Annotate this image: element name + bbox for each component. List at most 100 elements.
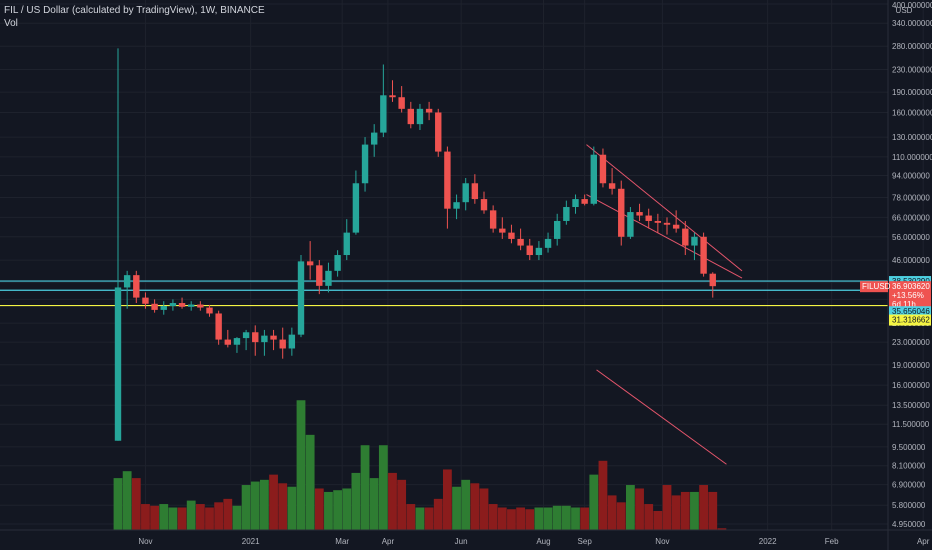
candle — [444, 146, 451, 229]
volume-bar — [534, 507, 544, 530]
candle — [572, 194, 579, 214]
volume-bar — [516, 507, 525, 530]
candle-body — [316, 265, 323, 286]
volume-bar — [598, 460, 608, 530]
candle-body — [645, 215, 652, 221]
volume-bar — [635, 488, 644, 530]
candle — [508, 224, 515, 244]
candle — [288, 327, 296, 356]
candle — [316, 260, 323, 295]
candle-body — [425, 108, 433, 113]
candle — [618, 180, 625, 246]
trend-line[interactable] — [586, 144, 743, 272]
candle-body — [526, 245, 533, 256]
candle — [654, 213, 662, 233]
current-price-tag-bg — [889, 281, 931, 311]
volume-bar — [287, 486, 297, 530]
candle-body — [123, 275, 131, 288]
candle — [590, 146, 597, 206]
time-tick-label: Jun — [455, 537, 468, 546]
candle-body — [389, 95, 396, 98]
level-low-tag-text: 31.318662 — [892, 316, 930, 325]
volume-bar — [250, 481, 260, 530]
candle — [462, 178, 469, 211]
candle-body — [334, 255, 341, 271]
candle — [471, 174, 479, 204]
time-tick-label: Nov — [138, 537, 152, 546]
volume-bar — [342, 488, 352, 530]
candle — [672, 210, 680, 233]
candle — [160, 301, 167, 315]
volume-bar — [324, 491, 333, 530]
trend-line[interactable] — [586, 194, 743, 279]
candle — [242, 329, 250, 351]
price-tick-label: 23.000000 — [892, 338, 930, 347]
candle-body — [444, 151, 451, 209]
volume-bar — [388, 472, 397, 530]
volume-bar — [461, 479, 471, 530]
candle-body — [288, 334, 296, 349]
price-tick-label: 110.000000 — [892, 153, 932, 162]
candle — [480, 191, 488, 214]
volume-bar — [406, 504, 416, 530]
candle-body — [499, 228, 506, 233]
candle — [453, 194, 460, 220]
candle — [343, 219, 350, 261]
candle-body — [270, 335, 277, 340]
candle-body — [636, 212, 643, 216]
candle — [499, 217, 506, 239]
candle — [297, 255, 305, 338]
time-axis[interactable]: Nov 2021 Mar Apr Jun Aug Sep Nov 2022 Feb Apr — [0, 529, 932, 546]
price-tick-label: 13.500000 — [892, 401, 930, 410]
trend-lines[interactable] — [586, 144, 743, 465]
price-tick-label: 19.000000 — [892, 361, 930, 370]
candle-body — [252, 332, 259, 343]
candle-body — [618, 188, 625, 237]
volume-bar — [571, 507, 580, 530]
candle-body — [654, 220, 662, 223]
candle — [270, 329, 277, 351]
horizontal-levels[interactable] — [0, 280, 888, 307]
volume-bars — [113, 400, 727, 530]
volume-bar — [525, 509, 535, 530]
candle-body — [599, 154, 607, 184]
candle-body — [462, 183, 469, 203]
candle-body — [471, 183, 479, 200]
candle — [636, 203, 643, 221]
candle-body — [178, 303, 186, 307]
candle-body — [224, 339, 231, 345]
candle — [380, 64, 387, 138]
price-tick-label: 11.500000 — [892, 420, 930, 429]
volume-bar — [543, 507, 553, 530]
volume-indicator-label[interactable]: Vol — [4, 18, 18, 29]
volume-bar — [333, 490, 342, 530]
volume-bar — [488, 504, 498, 530]
price-axis-unit: USD — [896, 6, 913, 15]
chart-title: FIL / US Dollar (calculated by TradingVi… — [4, 5, 265, 16]
volume-bar — [232, 505, 242, 530]
volume-bar — [470, 483, 480, 530]
candle-body — [398, 97, 405, 109]
volume-bar — [159, 504, 169, 530]
candle-body — [480, 199, 488, 211]
candle — [169, 299, 177, 311]
time-tick-label: 2021 — [242, 537, 260, 546]
candle — [563, 200, 570, 225]
candle — [334, 250, 341, 277]
trend-line[interactable] — [596, 369, 727, 465]
candle-body — [435, 112, 442, 152]
volume-bar — [653, 510, 663, 530]
price-tick-label: 9.500000 — [892, 443, 926, 452]
candle-body — [151, 303, 158, 310]
candle-body — [663, 222, 671, 225]
candle — [554, 213, 561, 246]
time-tick-label: Nov — [655, 537, 669, 546]
candle-body — [197, 304, 204, 308]
price-tick-label: 5.800000 — [892, 501, 926, 510]
candle-body — [380, 95, 387, 133]
candle — [398, 86, 405, 113]
candle-body — [416, 108, 424, 125]
